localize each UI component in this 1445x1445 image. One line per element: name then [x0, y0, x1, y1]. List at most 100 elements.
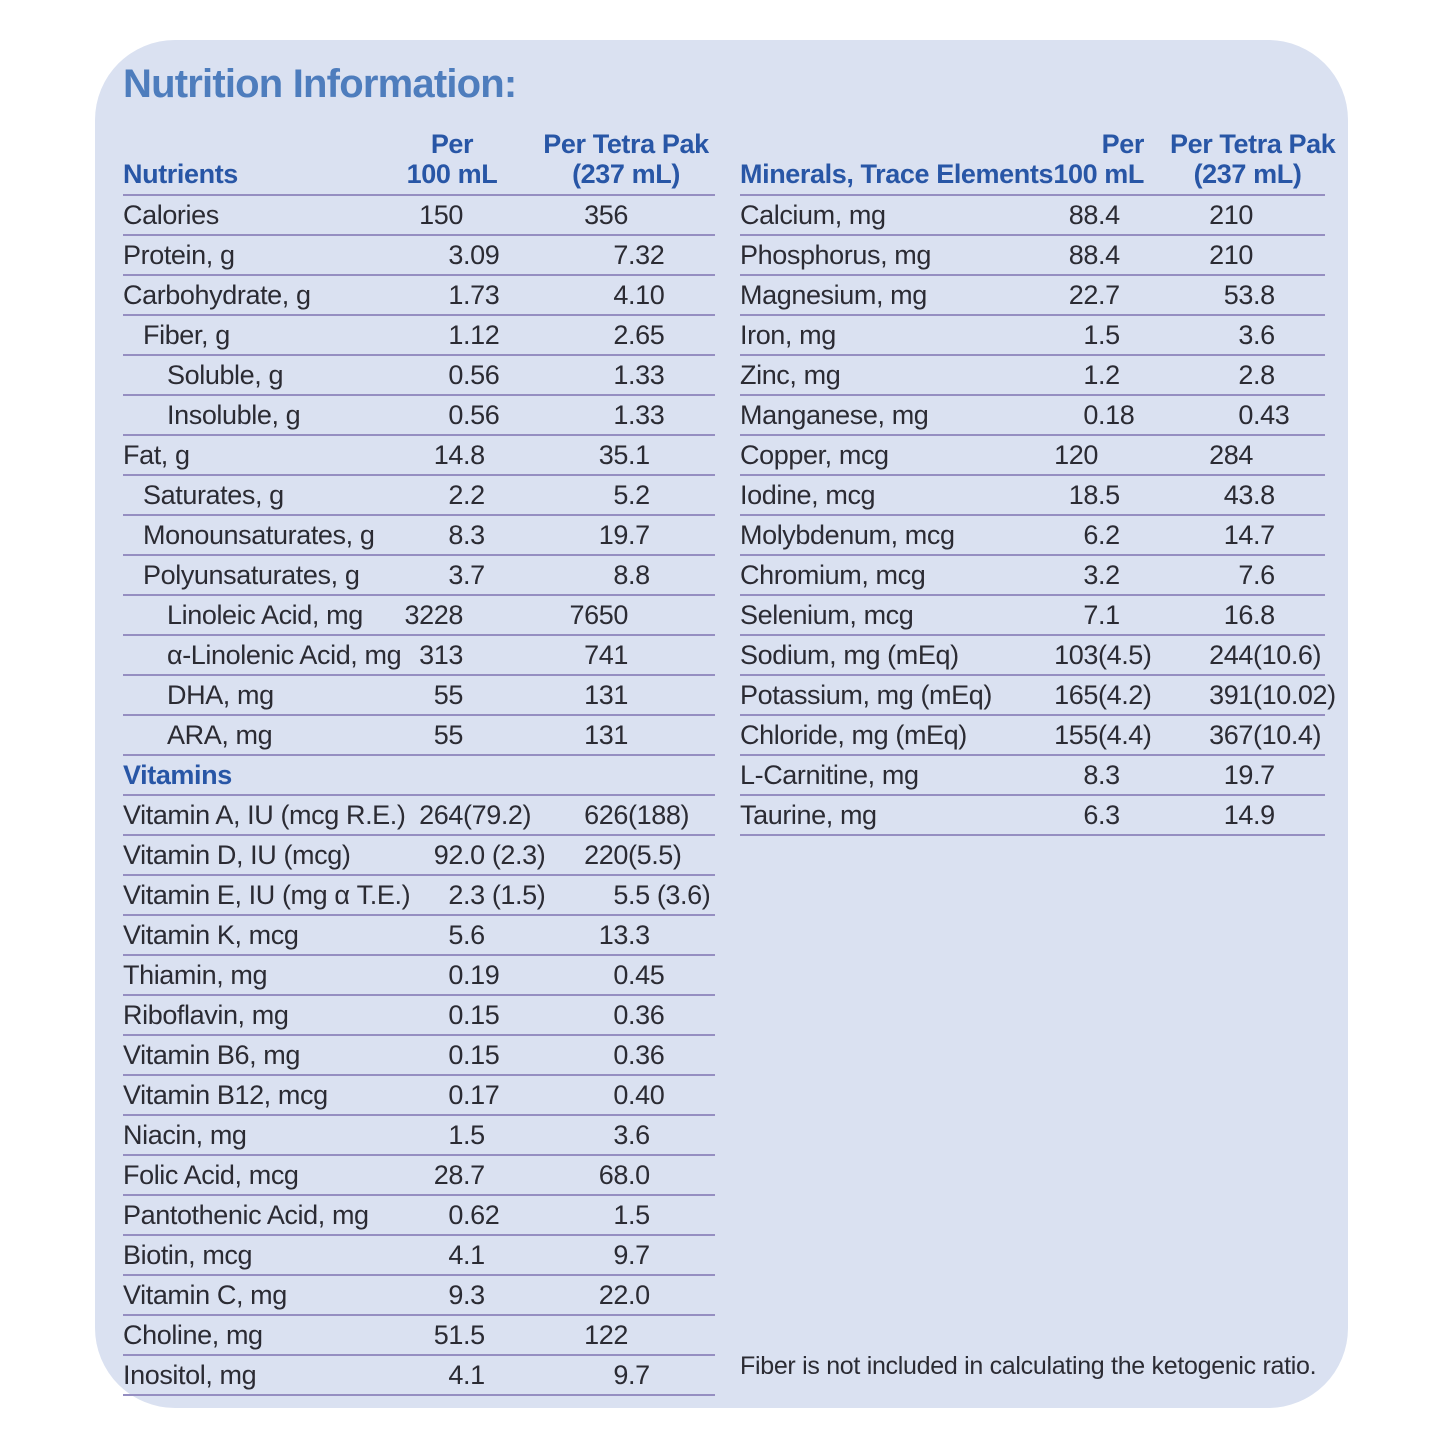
row-label: Vitamin A, IU (mcg R.E.) — [123, 799, 406, 830]
table-row: Pantothenic Acid, mg 0.62 1.5 — [123, 1196, 715, 1236]
row-label: Saturates, g — [143, 479, 284, 510]
table-row: ARA, mg 55 131 — [123, 716, 715, 756]
row-value-per-tetra-pak: 626 (188) — [584, 799, 690, 830]
row-value-per-100ml: 0.19 — [448, 959, 500, 990]
row-value-per-100ml: 92.0 (2.3) — [433, 839, 546, 870]
row-value-per-100ml: 2.2 — [448, 479, 485, 510]
row-label: Riboflavin, mg — [123, 999, 289, 1030]
row-value-per-100ml: 0.18 — [1083, 399, 1135, 430]
row-value-per-tetra-pak: 284 — [1209, 439, 1253, 470]
row-value-per-tetra-pak: 3.6 — [613, 1119, 650, 1150]
table-row: Choline, mg 51.5 122 — [123, 1316, 715, 1356]
row-value-per-100ml: 1.2 — [1083, 359, 1120, 390]
row-value-per-100ml: 155 (4.4) — [1054, 719, 1152, 750]
row-value-per-tetra-pak: 22.0 — [598, 1279, 650, 1310]
row-value-per-tetra-pak: 1.33 — [613, 399, 665, 430]
row-value-per-100ml: 3228 — [404, 599, 464, 630]
row-label: Manganese, mg — [740, 399, 929, 430]
row-value-per-tetra-pak: 220 (5.5) — [584, 839, 682, 870]
row-value-per-100ml: 264 (79.2) — [419, 799, 532, 830]
table-row: DHA, mg 55 131 — [123, 676, 715, 716]
row-label: Phosphorus, mg — [740, 239, 932, 270]
column-header-minerals: Minerals, Trace Elements — [740, 159, 1054, 189]
row-value-per-tetra-pak: 3.6 — [1238, 319, 1275, 350]
row-label: Taurine, mg — [740, 799, 877, 830]
table-row: Calories 150 356 — [123, 196, 715, 236]
row-value-per-100ml: 8.3 — [1083, 759, 1120, 790]
row-value-per-tetra-pak: 0.43 — [1238, 399, 1290, 430]
table-row: Vitamin E, IU (mg α T.E.) 2.3 (1.5) 5.5 … — [123, 876, 715, 916]
row-label: Soluble, g — [167, 359, 284, 390]
row-label: Vitamin B12, mcg — [123, 1079, 328, 1110]
row-value-per-tetra-pak: 53.8 — [1223, 279, 1275, 310]
table-row: Chloride, mg (mEq) 155 (4.4) 367 (10.4) — [740, 716, 1325, 756]
row-label: L-Carnitine, mg — [740, 759, 919, 790]
table-row: Soluble, g 0.56 1.33 — [123, 356, 715, 396]
row-value-per-tetra-pak: 0.45 — [613, 959, 665, 990]
nutrients-table-body: Calories 150 356 Protein, g 3.09 7.32 Ca… — [123, 196, 715, 1396]
row-label: Copper, mcg — [740, 439, 889, 470]
row-value-per-100ml: 0.62 — [448, 1199, 500, 1230]
row-value-per-100ml: 2.3 (1.5) — [448, 879, 546, 910]
row-label: Vitamin B6, mg — [123, 1039, 300, 1070]
nutrients-table-header: Nutrients Per 100 mL Per Tetra Pak (237 … — [123, 128, 715, 196]
table-row: Fat, g 14.8 35.1 — [123, 436, 715, 476]
row-value-per-100ml: 22.7 — [1068, 279, 1120, 310]
minerals-table-body: Calcium, mg 88.4 210 Phosphorus, mg 88.4… — [740, 196, 1336, 836]
table-row: Zinc, mg 1.2 2.8 — [740, 356, 1325, 396]
row-value-per-100ml: 0.56 — [448, 399, 500, 430]
row-value-per-tetra-pak: 244 (10.6) — [1209, 639, 1322, 670]
row-label: Thiamin, mg — [123, 959, 268, 990]
row-value-per-tetra-pak: 16.8 — [1223, 599, 1275, 630]
row-value-per-tetra-pak: 367 (10.4) — [1209, 719, 1322, 750]
row-label: Sodium, mg (mEq) — [740, 639, 959, 670]
row-label: Selenium, mcg — [740, 599, 914, 630]
row-value-per-100ml: 6.2 — [1083, 519, 1120, 550]
table-row: Chromium, mcg 3.2 7.6 — [740, 556, 1325, 596]
row-value-per-100ml: 3.7 — [448, 559, 485, 590]
row-value-per-tetra-pak: 131 — [584, 719, 628, 750]
row-value-per-tetra-pak: 5.2 — [613, 479, 650, 510]
row-value-per-tetra-pak: 43.8 — [1223, 479, 1275, 510]
table-row: Protein, g 3.09 7.32 — [123, 236, 715, 276]
row-label: Choline, mg — [123, 1319, 263, 1350]
row-label: Potassium, mg (mEq) — [740, 679, 992, 710]
row-value-per-100ml: 18.5 — [1068, 479, 1120, 510]
row-value-per-100ml: 4.1 — [448, 1239, 485, 1270]
row-value-per-tetra-pak: 0.36 — [613, 999, 665, 1030]
row-label: Zinc, mg — [740, 359, 841, 390]
row-value-per-100ml: 1.12 — [448, 319, 500, 350]
row-value-per-100ml: 0.15 — [448, 999, 500, 1030]
row-value-per-100ml: 1.5 — [448, 1119, 485, 1150]
row-value-per-100ml: 3.09 — [448, 239, 500, 270]
table-row: Monounsaturates, g 8.3 19.7 — [123, 516, 715, 556]
table-row: Riboflavin, mg 0.15 0.36 — [123, 996, 715, 1036]
table-row: Sodium, mg (mEq) 103 (4.5) 244 (10.6) — [740, 636, 1325, 676]
table-row: Vitamin A, IU (mcg R.E.) 264 (79.2) 626 … — [123, 796, 715, 836]
row-label: Vitamin K, mcg — [123, 919, 299, 950]
row-value-per-tetra-pak: 7.32 — [613, 239, 665, 270]
row-label: Niacin, mg — [123, 1119, 247, 1150]
table-row: Vitamin C, mg 9.3 22.0 — [123, 1276, 715, 1316]
row-value-per-tetra-pak: 356 — [584, 199, 628, 230]
row-value-per-100ml: 4.1 — [448, 1359, 485, 1390]
table-row: Vitamins — [123, 756, 715, 796]
table-row: Thiamin, mg 0.19 0.45 — [123, 956, 715, 996]
row-label: Calcium, mg — [740, 199, 886, 230]
row-value-per-tetra-pak: 5.5 (3.6) — [613, 879, 711, 910]
nutrients-table: Nutrients Per 100 mL Per Tetra Pak (237 … — [123, 128, 715, 1396]
table-row: Niacin, mg 1.5 3.6 — [123, 1116, 715, 1156]
row-value-per-100ml: 150 — [419, 199, 463, 230]
table-row: Vitamin D, IU (mcg) 92.0 (2.3) 220 (5.5) — [123, 836, 715, 876]
row-value-per-tetra-pak: 210 — [1209, 199, 1253, 230]
table-row: Calcium, mg 88.4 210 — [740, 196, 1325, 236]
row-value-per-tetra-pak: 4.10 — [613, 279, 665, 310]
table-row: Manganese, mg 0.18 0.43 — [740, 396, 1325, 436]
row-label: Fat, g — [123, 439, 190, 470]
row-label: Linoleic Acid, mg — [167, 599, 363, 630]
footnote: Fiber is not included in calculating the… — [740, 1352, 1317, 1380]
table-row: Selenium, mcg 7.1 16.8 — [740, 596, 1325, 636]
row-value-per-100ml: 51.5 — [433, 1319, 485, 1350]
column-header-nutrients: Nutrients — [123, 159, 238, 189]
row-value-per-tetra-pak: 7650 — [569, 599, 629, 630]
